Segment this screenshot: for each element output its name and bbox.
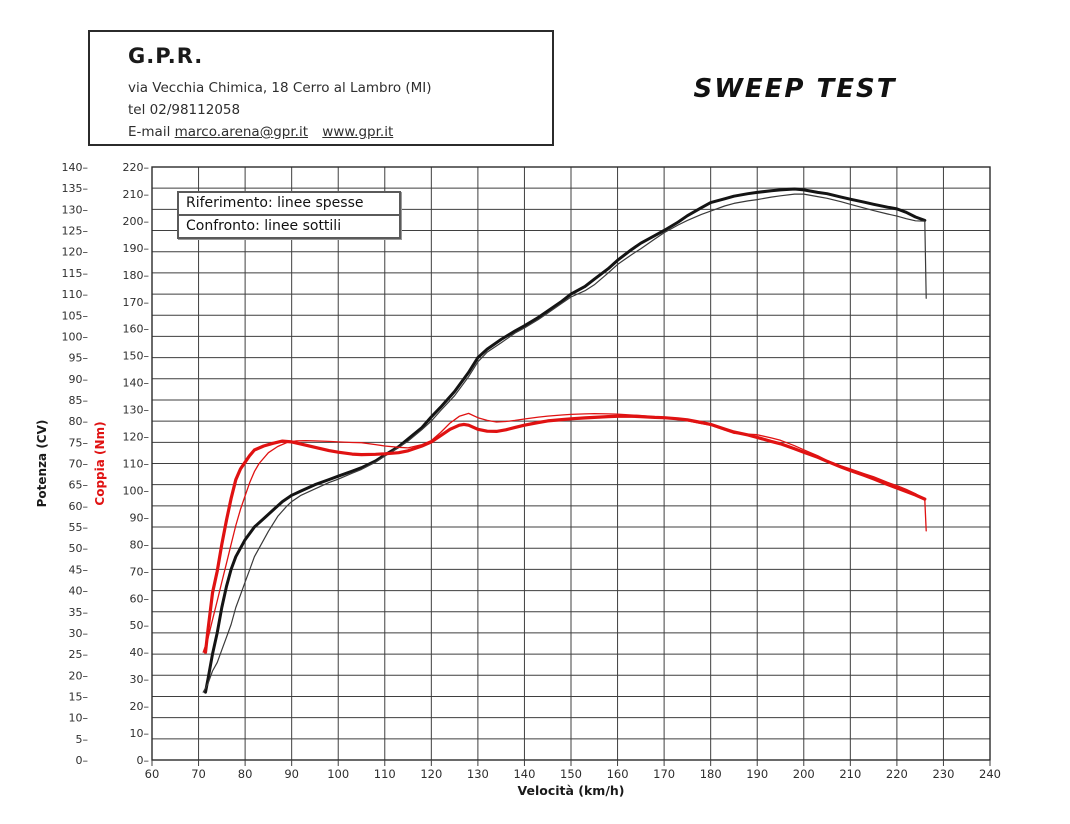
svg-text:0–: 0– (137, 754, 150, 767)
svg-text:60: 60 (145, 767, 160, 781)
svg-text:110–: 110– (62, 288, 89, 301)
svg-text:140: 140 (513, 767, 535, 781)
svg-text:25–: 25– (69, 648, 89, 661)
curve-confronto-coppia-nm- (202, 412, 927, 653)
svg-text:160: 160 (607, 767, 629, 781)
svg-text:10–: 10– (69, 712, 89, 725)
torque-axis-ticks: 0– 10– 20– 30– 40– 50– 60– 70– 80– 90– 100– 110– 120… (123, 161, 150, 767)
svg-text:20–: 20– (69, 669, 89, 682)
svg-text:90–: 90– (130, 511, 150, 524)
svg-text:80: 80 (238, 767, 253, 781)
svg-text:130–: 130– (62, 203, 89, 216)
svg-text:100–: 100– (123, 484, 150, 497)
svg-text:50–: 50– (130, 619, 150, 632)
svg-text:95–: 95– (69, 352, 89, 365)
website-link[interactable]: www.gpr.it (322, 124, 394, 140)
svg-text:115–: 115– (62, 267, 89, 280)
svg-text:170–: 170– (123, 296, 150, 309)
svg-text:70–: 70– (130, 565, 150, 578)
x-axis-ticks: 60 70 80 90 100 110 120 130 140 150 160 170 180 190 20… (145, 760, 1001, 781)
svg-text:150: 150 (560, 767, 582, 781)
svg-text:210: 210 (839, 767, 861, 781)
torque-axis-title: Coppia (Nm) (93, 421, 107, 505)
svg-text:110–: 110– (123, 458, 150, 471)
legend-comparison: Confronto: linee sottili (179, 214, 399, 237)
company-header-box: G.P.R. via Vecchia Chimica, 18 Cerro al … (88, 30, 554, 146)
svg-text:120: 120 (420, 767, 442, 781)
svg-text:230: 230 (932, 767, 954, 781)
svg-text:130–: 130– (123, 404, 150, 417)
email-label: E-mail (128, 124, 171, 140)
company-address: via Vecchia Chimica, 18 Cerro al Lambro … (128, 80, 432, 96)
svg-text:190: 190 (746, 767, 768, 781)
svg-text:180: 180 (700, 767, 722, 781)
grid-lines (151, 166, 991, 761)
svg-text:10–: 10– (130, 727, 150, 740)
page-title: SWEEP TEST (693, 74, 897, 104)
svg-text:70–: 70– (69, 458, 89, 471)
svg-text:170: 170 (653, 767, 675, 781)
svg-text:50–: 50– (69, 542, 89, 555)
email-link[interactable]: marco.arena@gpr.it (174, 124, 308, 140)
svg-text:85–: 85– (69, 394, 89, 407)
svg-text:40–: 40– (69, 585, 89, 598)
svg-text:60–: 60– (130, 592, 150, 605)
svg-text:160–: 160– (123, 323, 150, 336)
svg-text:200–: 200– (123, 215, 150, 228)
svg-text:60–: 60– (69, 500, 89, 513)
svg-text:180–: 180– (123, 269, 150, 282)
svg-text:40–: 40– (130, 646, 150, 659)
curve-confronto-potenza-cv- (202, 193, 927, 693)
power-axis-title: Potenza (CV) (35, 420, 49, 508)
svg-text:110: 110 (374, 767, 396, 781)
svg-text:0–: 0– (76, 754, 89, 767)
chart-legend: Riferimento: linee spesse Confronto: lin… (177, 191, 401, 239)
company-contacts: E-mail marco.arena@gpr.it www.gpr.it (128, 121, 542, 143)
company-name: G.P.R. (128, 44, 204, 68)
curve-riferimento-potenza-cv- (204, 187, 927, 694)
svg-text:220–: 220– (123, 161, 150, 174)
svg-text:90–: 90– (69, 373, 89, 386)
svg-text:65–: 65– (69, 479, 89, 492)
svg-text:35–: 35– (69, 606, 89, 619)
svg-text:80–: 80– (69, 415, 89, 428)
svg-text:30–: 30– (130, 673, 150, 686)
svg-text:20–: 20– (130, 700, 150, 713)
svg-text:100–: 100– (62, 330, 89, 343)
svg-text:140–: 140– (62, 161, 89, 174)
svg-text:120–: 120– (62, 246, 89, 259)
power-axis-ticks: 0– 5– 10– 15– 20– 25– 30– 35– 40– 45– 50– 55– 60– 65–… (62, 161, 89, 767)
svg-text:135–: 135– (62, 182, 89, 195)
svg-text:130: 130 (467, 767, 489, 781)
svg-text:120–: 120– (123, 431, 150, 444)
svg-text:30–: 30– (69, 627, 89, 640)
svg-text:75–: 75– (69, 436, 89, 449)
svg-text:80–: 80– (130, 538, 150, 551)
svg-text:125–: 125– (62, 225, 89, 238)
svg-text:55–: 55– (69, 521, 89, 534)
svg-text:200: 200 (793, 767, 815, 781)
svg-text:90: 90 (284, 767, 299, 781)
svg-text:15–: 15– (69, 690, 89, 703)
svg-text:240: 240 (979, 767, 1001, 781)
svg-text:140–: 140– (123, 377, 150, 390)
svg-text:105–: 105– (62, 309, 89, 322)
svg-text:70: 70 (191, 767, 206, 781)
svg-text:190–: 190– (123, 242, 150, 255)
curve-riferimento-coppia-nm- (203, 414, 927, 654)
svg-text:100: 100 (327, 767, 349, 781)
svg-text:5–: 5– (76, 733, 89, 746)
svg-text:45–: 45– (69, 563, 89, 576)
x-axis-title: Velocità (km/h) (517, 783, 624, 798)
legend-reference: Riferimento: linee spesse (186, 195, 364, 211)
company-phone: tel 02/98112058 (128, 102, 241, 118)
svg-text:220: 220 (886, 767, 908, 781)
svg-text:150–: 150– (123, 350, 150, 363)
svg-text:210–: 210– (123, 188, 150, 201)
